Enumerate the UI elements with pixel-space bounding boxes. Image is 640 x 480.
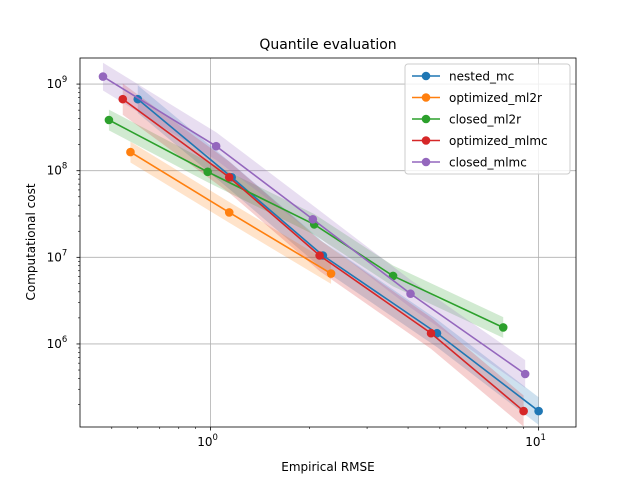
legend-label: optimized_ml2r xyxy=(449,91,542,105)
data-point-optimized_ml2r xyxy=(126,147,135,157)
data-point-closed_ml2r xyxy=(104,115,114,125)
data-point-closed_ml2r xyxy=(498,323,508,332)
data-point-optimized_mlmc xyxy=(224,172,234,182)
data-point-optimized_ml2r xyxy=(326,269,336,278)
data-point-nested_mc xyxy=(534,406,543,416)
series-lines xyxy=(98,72,543,416)
legend-box xyxy=(404,63,571,175)
legend: nested_mc optimized_ml2r closed_ml2roptimi… xyxy=(404,63,571,175)
legend-label: closed_mlmc xyxy=(449,156,527,170)
data-point-closed_mlmc xyxy=(406,289,415,299)
legend-label: closed_ml2r xyxy=(449,113,521,127)
data-point-optimized_mlmc xyxy=(519,406,528,416)
data-point-closed_mlmc xyxy=(308,214,318,224)
legend-label: optimized_mlmc xyxy=(449,134,548,148)
legend-marker-nested_mc xyxy=(421,71,431,81)
legend-marker-closed_mlmc xyxy=(421,157,431,167)
plot-frame xyxy=(79,57,577,428)
data-point-closed_mlmc xyxy=(98,72,108,81)
data-point-optimized_mlmc xyxy=(426,328,436,338)
legend-marker-closed_ml2r xyxy=(421,114,431,124)
data-point-closed_mlmc xyxy=(520,369,530,379)
legend-label: nested_mc xyxy=(449,70,514,84)
data-point-closed_ml2r xyxy=(203,167,212,177)
legend-marker-optimized_ml2r xyxy=(421,93,431,102)
data-point-optimized_mlmc xyxy=(315,251,324,260)
x-axis-label: Empirical RMSE xyxy=(281,460,374,474)
y-axis-label: Computational cost xyxy=(24,183,38,300)
data-point-optimized_mlmc xyxy=(118,94,128,104)
legend-marker-optimized_mlmc xyxy=(421,136,431,145)
data-point-optimized_ml2r xyxy=(224,208,234,217)
chart-title: Quantile evaluation xyxy=(259,37,396,53)
data-point-closed_mlmc xyxy=(211,141,221,151)
